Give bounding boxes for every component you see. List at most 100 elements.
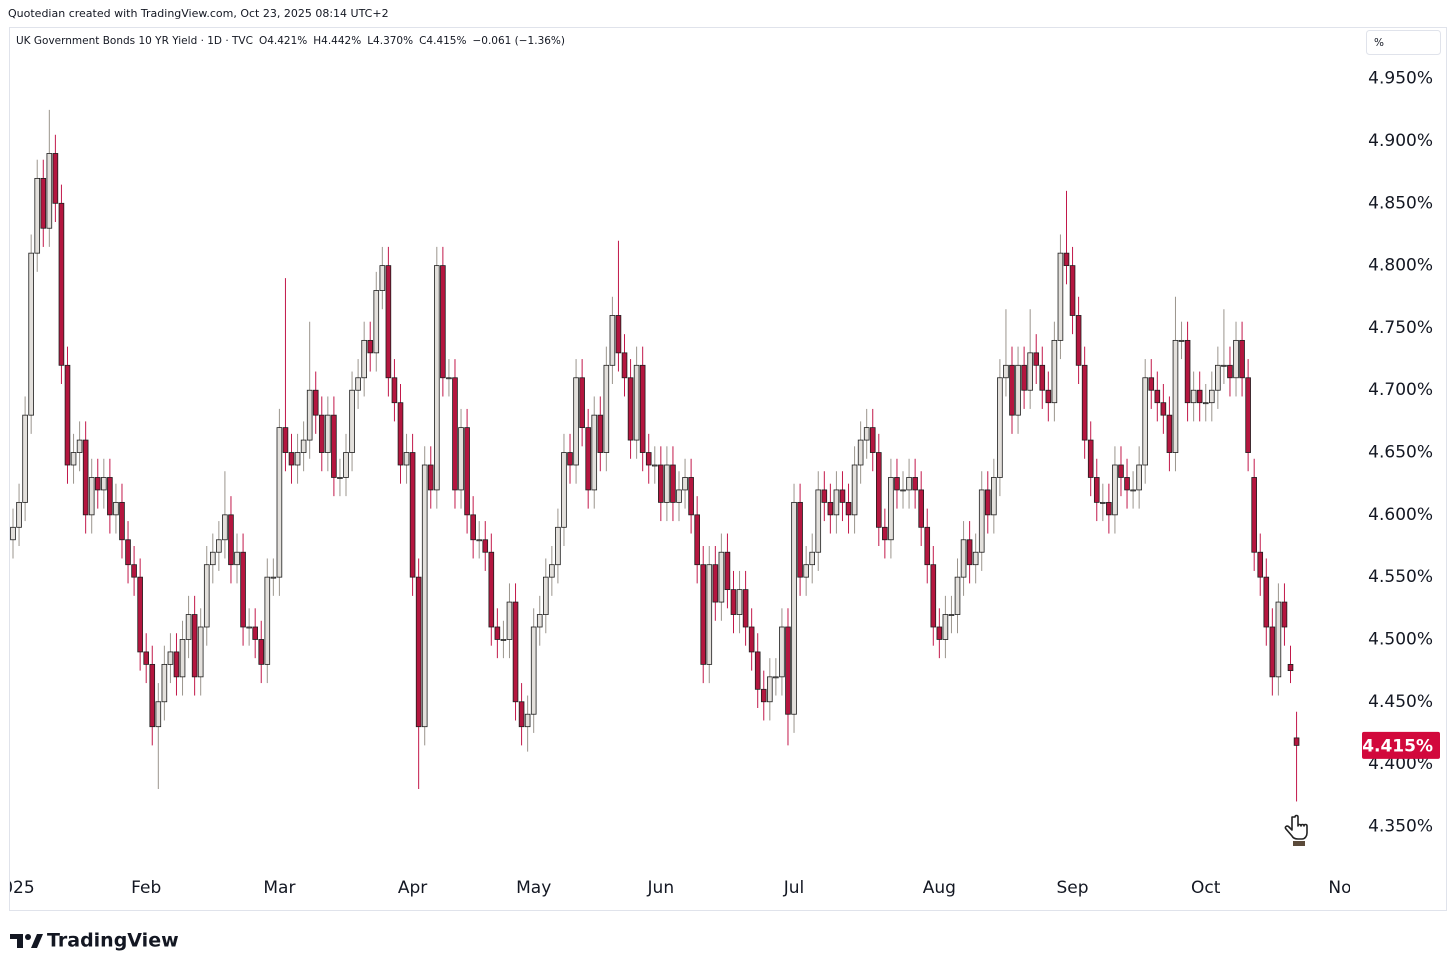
candle-body <box>70 452 77 466</box>
candle-body <box>1160 402 1167 416</box>
last-price-label: 4.415% <box>1362 736 1433 756</box>
candle-body <box>1021 364 1027 391</box>
y-tick-label: 4.800% <box>1368 256 1433 276</box>
candle-body <box>427 464 434 491</box>
candle-body <box>494 626 501 640</box>
candle-body <box>827 501 834 516</box>
candle-body <box>312 389 319 416</box>
candle-body <box>815 489 822 553</box>
candle-body <box>246 626 252 629</box>
x-tick-label: Jun <box>647 878 675 898</box>
candle-body <box>1051 339 1058 404</box>
candle-body <box>888 477 894 541</box>
candle-body <box>863 427 870 441</box>
candle-body <box>270 576 277 579</box>
candle-body <box>839 489 846 503</box>
candle-body <box>294 452 301 466</box>
candle-body <box>869 427 876 453</box>
y-tick-label: 4.750% <box>1368 318 1433 338</box>
candle-body <box>773 676 779 679</box>
candle-body <box>797 501 803 578</box>
candle-body <box>664 464 670 503</box>
y-tick-label: 4.600% <box>1368 505 1433 525</box>
y-tick-label: 4.700% <box>1368 380 1433 400</box>
y-axis: 4.350% 4.400% 4.450% 4.500% 4.550% 4.600% 4.65… <box>1368 69 1433 837</box>
candle-body <box>1118 464 1124 478</box>
candle-body <box>1057 252 1064 341</box>
candle-body <box>125 539 131 566</box>
x-tick-label: May <box>516 878 551 898</box>
candle-body <box>972 551 979 566</box>
candle-body <box>694 514 700 566</box>
candle-body <box>1221 364 1227 367</box>
candle-body <box>222 514 228 541</box>
candle-body <box>440 265 446 379</box>
candle-body <box>621 352 628 379</box>
candle-body <box>1251 477 1257 553</box>
candle-body <box>94 477 101 491</box>
candle-body <box>906 477 912 491</box>
y-tick-label: 4.850% <box>1368 193 1433 213</box>
scale-button[interactable] <box>1366 30 1441 55</box>
candle-body <box>1196 389 1203 404</box>
y-tick-label: 4.350% <box>1368 816 1433 836</box>
candle-body <box>785 626 791 715</box>
candle-body <box>137 576 143 653</box>
chart-frame <box>9 27 1447 911</box>
candle-body <box>185 614 192 640</box>
candle-body <box>748 626 755 653</box>
legend-value: O4.421% <box>259 35 307 47</box>
y-tick-label: 4.400% <box>1368 754 1433 774</box>
candle-body <box>809 551 815 566</box>
candle-body <box>434 265 440 491</box>
candle-body <box>942 614 949 640</box>
brand-logo <box>10 934 43 948</box>
candle-body <box>518 701 525 728</box>
candle-body <box>779 626 785 678</box>
candle-body <box>318 414 325 453</box>
candle-body <box>46 153 53 229</box>
candle-body <box>736 589 743 615</box>
candle-body <box>161 663 168 703</box>
x-tick-label: Aug <box>923 878 956 898</box>
y-tick-label: 4.550% <box>1368 567 1433 587</box>
candle-body <box>506 601 513 640</box>
candle-body <box>240 551 246 628</box>
candle-body <box>760 688 767 703</box>
candle-body <box>409 452 416 578</box>
candle-body <box>524 713 531 728</box>
candle-body <box>609 315 616 366</box>
candle-body <box>173 651 180 678</box>
candle-body <box>306 389 313 441</box>
legend-value: C4.415% <box>419 35 466 47</box>
candle-body <box>706 564 713 665</box>
x-tick-label: Nov <box>1328 878 1361 898</box>
candle-body <box>791 501 797 715</box>
scale-button-label[interactable]: % <box>1374 37 1384 49</box>
x-tick-label: 2025 <box>0 878 35 898</box>
credit: Quotedian created with TradingView.com, … <box>8 7 389 20</box>
candle-body <box>936 626 943 640</box>
candle-body <box>597 414 604 453</box>
candle-body <box>1281 601 1288 628</box>
candle-body <box>282 427 289 453</box>
candle-body <box>40 177 47 229</box>
candle-body <box>543 576 549 615</box>
candle-body <box>833 489 840 516</box>
candle-body <box>64 364 71 466</box>
candle-body <box>603 364 610 453</box>
candle-body <box>930 564 937 628</box>
cursor-icon <box>1284 814 1308 846</box>
candle-body <box>585 427 591 491</box>
candle-body <box>561 452 567 528</box>
candle-body <box>1130 489 1136 492</box>
x-tick-label: Apr <box>398 878 427 898</box>
candle-body <box>482 539 489 553</box>
y-tick-label: 4.950% <box>1368 69 1433 89</box>
candle-body <box>10 526 16 541</box>
candle-body <box>391 377 398 404</box>
candle-body <box>567 452 573 466</box>
candle-body <box>924 526 931 566</box>
candle-body <box>997 377 1003 478</box>
